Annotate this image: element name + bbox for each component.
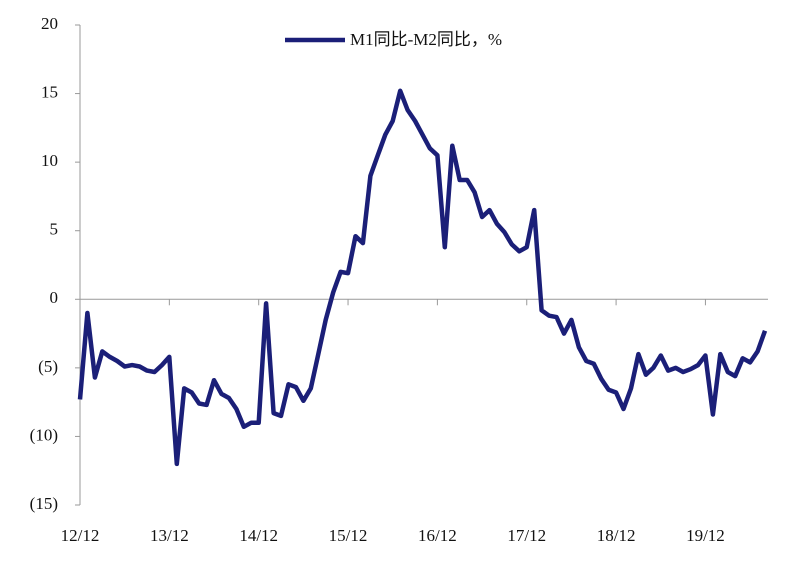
y-tick-label: 15 [41,82,58,101]
x-tick-label: 16/12 [418,526,457,545]
x-tick-label: 15/12 [329,526,368,545]
x-tick-label: 12/12 [61,526,100,545]
y-tick-label: 10 [41,151,58,170]
y-tick-label: 5 [50,220,59,239]
y-tick-label: 0 [50,288,59,307]
x-tick-label: 14/12 [239,526,278,545]
x-tick-label: 17/12 [507,526,546,545]
x-tick-label: 13/12 [150,526,189,545]
legend-label: M1同比-M2同比，% [350,30,502,49]
y-tick-label: (15) [30,494,58,513]
y-tick-label: (10) [30,425,58,444]
x-tick-label: 19/12 [686,526,725,545]
line-series [77,88,768,467]
y-tick-label: 20 [41,14,58,33]
x-tick-label: 18/12 [597,526,636,545]
y-tick-label: (5) [38,357,58,376]
